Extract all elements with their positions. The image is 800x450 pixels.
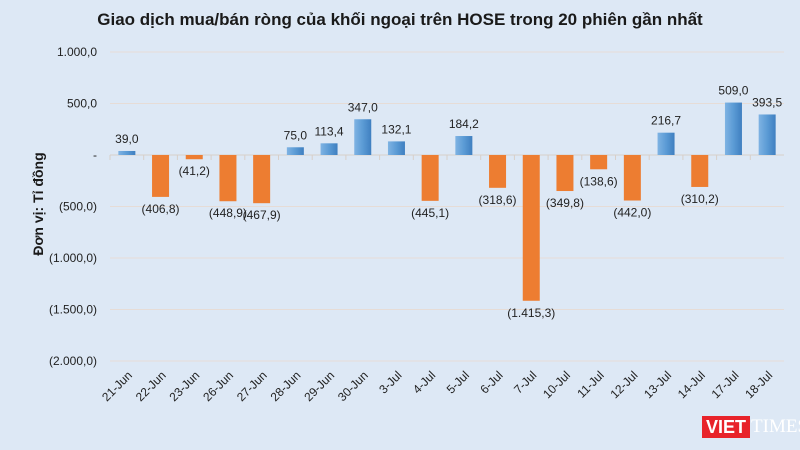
x-tick-label: 10-Jul: [540, 368, 573, 401]
data-label: (349,8): [546, 196, 584, 210]
bar-4-Jul: [421, 155, 439, 201]
x-tick-label: 14-Jul: [675, 368, 708, 401]
data-label: (445,1): [411, 206, 449, 220]
data-label: (318,6): [479, 193, 517, 207]
logo-times: TIMES: [751, 416, 800, 437]
bar-18-Jul: [758, 114, 776, 155]
bar-11-Jul: [590, 155, 608, 170]
data-label: 393,5: [752, 95, 782, 109]
bar-21-Jun: [118, 150, 136, 155]
x-tick-label: 26-Jun: [200, 368, 236, 404]
bar-30-Jun: [354, 119, 372, 155]
y-tick-label: (1.500,0): [49, 303, 97, 317]
data-label: (138,6): [580, 174, 618, 188]
x-tick-label: 12-Jul: [607, 368, 640, 401]
x-tick-label: 4-Jul: [410, 368, 438, 396]
y-tick-label: (2.000,0): [49, 354, 97, 368]
viettimes-logo: VIET TIMES: [702, 416, 800, 438]
data-label: 347,0: [348, 100, 378, 114]
x-tick-label: 22-Jun: [133, 368, 169, 404]
bar-14-Jul: [691, 155, 709, 187]
y-tick-label: 1.000,0: [57, 45, 97, 59]
data-label: (442,0): [613, 206, 651, 220]
bar-7-Jul: [522, 155, 540, 301]
data-label: 75,0: [284, 128, 308, 142]
x-tick-label: 27-Jun: [234, 368, 270, 404]
bar-17-Jul: [724, 102, 742, 155]
x-tick-label: 6-Jul: [477, 368, 505, 396]
x-tick-label: 5-Jul: [444, 368, 472, 396]
data-label: (1.415,3): [507, 306, 555, 320]
data-label: 216,7: [651, 114, 681, 128]
y-tick-label: (1.000,0): [49, 251, 97, 265]
data-label: (41,2): [179, 164, 210, 178]
x-tick-label: 18-Jul: [742, 368, 775, 401]
data-label: (406,8): [142, 202, 180, 216]
bar-3-Jul: [387, 141, 405, 155]
data-label: (448,9): [209, 206, 247, 220]
x-tick-label: 21-Jun: [99, 368, 135, 404]
bar-29-Jun: [320, 143, 338, 155]
y-tick-label: -: [93, 148, 97, 162]
logo-viet: VIET: [702, 416, 751, 438]
bar-5-Jul: [455, 136, 473, 155]
y-tick-label: 500,0: [67, 97, 97, 111]
data-label: 509,0: [718, 84, 748, 98]
data-label: 132,1: [381, 122, 411, 136]
data-label: 113,4: [314, 124, 343, 138]
bar-26-Jun: [219, 155, 237, 202]
data-label: (467,9): [243, 208, 281, 222]
bar-13-Jul: [657, 132, 675, 155]
data-label: (310,2): [681, 192, 719, 206]
x-tick-label: 13-Jul: [641, 368, 674, 401]
x-tick-label: 28-Jun: [268, 368, 304, 404]
bar-6-Jul: [489, 155, 507, 188]
x-tick-label: 3-Jul: [376, 368, 404, 396]
x-tick-label: 17-Jul: [709, 368, 742, 401]
bar-12-Jul: [623, 155, 641, 201]
bar-28-Jun: [286, 147, 304, 155]
x-tick-label: 7-Jul: [511, 368, 539, 396]
bar-23-Jun: [185, 155, 203, 160]
bar-10-Jul: [556, 155, 574, 192]
x-tick-label: 23-Jun: [167, 368, 203, 404]
x-tick-label: 11-Jul: [574, 368, 606, 400]
chart-title: Giao dịch mua/bán ròng của khối ngoại tr…: [97, 10, 703, 29]
x-tick-label: 30-Jun: [335, 368, 371, 404]
data-label: 184,2: [449, 117, 479, 131]
bar-27-Jun: [253, 155, 271, 204]
data-label: 39,0: [115, 132, 139, 146]
bar-22-Jun: [152, 155, 170, 197]
x-tick-label: 29-Jun: [301, 368, 337, 404]
y-tick-label: (500,0): [59, 200, 97, 214]
